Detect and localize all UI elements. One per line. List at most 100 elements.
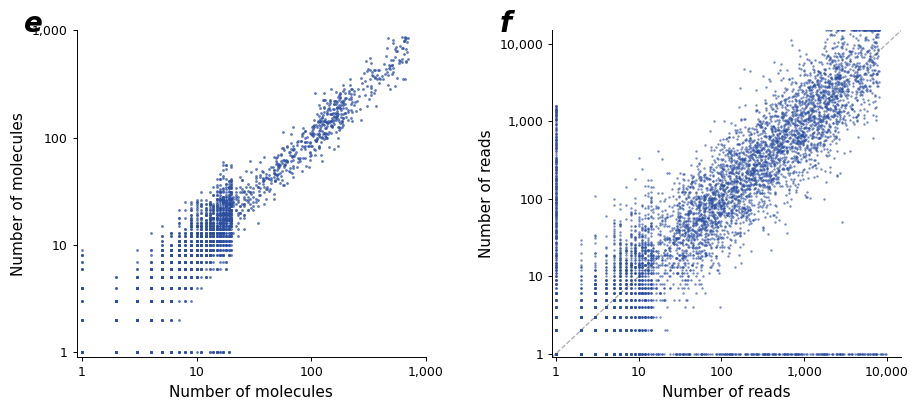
Point <box>743 135 758 142</box>
Point <box>612 327 627 334</box>
Point <box>599 314 613 320</box>
Point <box>194 226 209 233</box>
Point <box>799 109 813 116</box>
Point <box>184 223 199 229</box>
Point <box>171 274 186 281</box>
Point <box>178 247 192 253</box>
Point <box>834 351 849 357</box>
Point <box>708 196 723 202</box>
Point <box>738 351 752 357</box>
Point <box>760 161 775 168</box>
Point <box>305 132 320 139</box>
Point <box>164 247 179 253</box>
Point <box>178 274 192 281</box>
Point <box>682 212 696 219</box>
Point <box>675 351 690 357</box>
Point <box>624 277 638 283</box>
Point <box>845 102 859 109</box>
Point <box>221 252 236 259</box>
Point <box>221 233 236 240</box>
Point <box>213 233 227 240</box>
Point <box>638 249 653 256</box>
Point <box>235 177 250 184</box>
Point <box>733 225 748 231</box>
Point <box>588 296 602 303</box>
Point <box>189 258 204 265</box>
Point <box>638 351 653 357</box>
Point <box>813 113 828 120</box>
Point <box>213 220 227 226</box>
Point <box>588 351 602 357</box>
Point <box>845 79 860 86</box>
Point <box>731 199 746 205</box>
Point <box>745 161 760 167</box>
Point <box>670 220 684 227</box>
Point <box>624 270 638 276</box>
Point <box>638 277 653 283</box>
Point <box>588 327 602 334</box>
Point <box>705 208 719 214</box>
Point <box>836 113 851 119</box>
Point <box>720 180 735 187</box>
Point <box>332 104 347 111</box>
Point <box>658 247 672 253</box>
Point <box>549 120 564 127</box>
Point <box>760 168 775 175</box>
Point <box>612 327 627 334</box>
Point <box>807 174 822 180</box>
Point <box>702 197 717 204</box>
Point <box>612 236 627 242</box>
Point <box>109 317 123 323</box>
Point <box>75 349 89 356</box>
Point <box>635 221 649 227</box>
Point <box>612 267 627 273</box>
Point <box>549 351 564 357</box>
Point <box>203 247 217 253</box>
Point <box>612 290 627 297</box>
Point <box>846 73 861 79</box>
Point <box>203 233 217 240</box>
Point <box>599 351 613 357</box>
Point <box>821 79 835 85</box>
Point <box>736 241 751 247</box>
Point <box>209 223 224 229</box>
Point <box>618 259 633 266</box>
Point <box>198 212 213 218</box>
Point <box>737 186 752 193</box>
Point <box>635 285 649 291</box>
Point <box>646 270 660 276</box>
Point <box>673 205 688 212</box>
Point <box>627 245 642 252</box>
Point <box>790 111 805 117</box>
Point <box>635 259 649 266</box>
Point <box>549 212 564 218</box>
Point <box>129 317 144 323</box>
Point <box>203 226 217 233</box>
Point <box>549 215 564 222</box>
Point <box>769 180 784 187</box>
Point <box>599 253 613 260</box>
Point <box>155 284 169 291</box>
Point <box>155 284 169 291</box>
Point <box>695 220 710 227</box>
Point <box>209 237 224 244</box>
Point <box>618 296 633 303</box>
Point <box>752 171 766 178</box>
Point <box>574 351 589 357</box>
Point <box>574 351 589 357</box>
Point <box>618 290 633 297</box>
Point <box>109 349 123 356</box>
Point <box>792 84 807 90</box>
Point <box>680 277 694 283</box>
Point <box>797 137 811 144</box>
Point <box>741 192 756 199</box>
Point <box>820 52 834 59</box>
Point <box>155 258 169 265</box>
Point <box>762 185 776 191</box>
Point <box>549 134 564 141</box>
Point <box>762 197 776 204</box>
Point <box>739 152 753 158</box>
Point <box>549 203 564 209</box>
Point <box>129 298 144 305</box>
Point <box>705 203 719 210</box>
